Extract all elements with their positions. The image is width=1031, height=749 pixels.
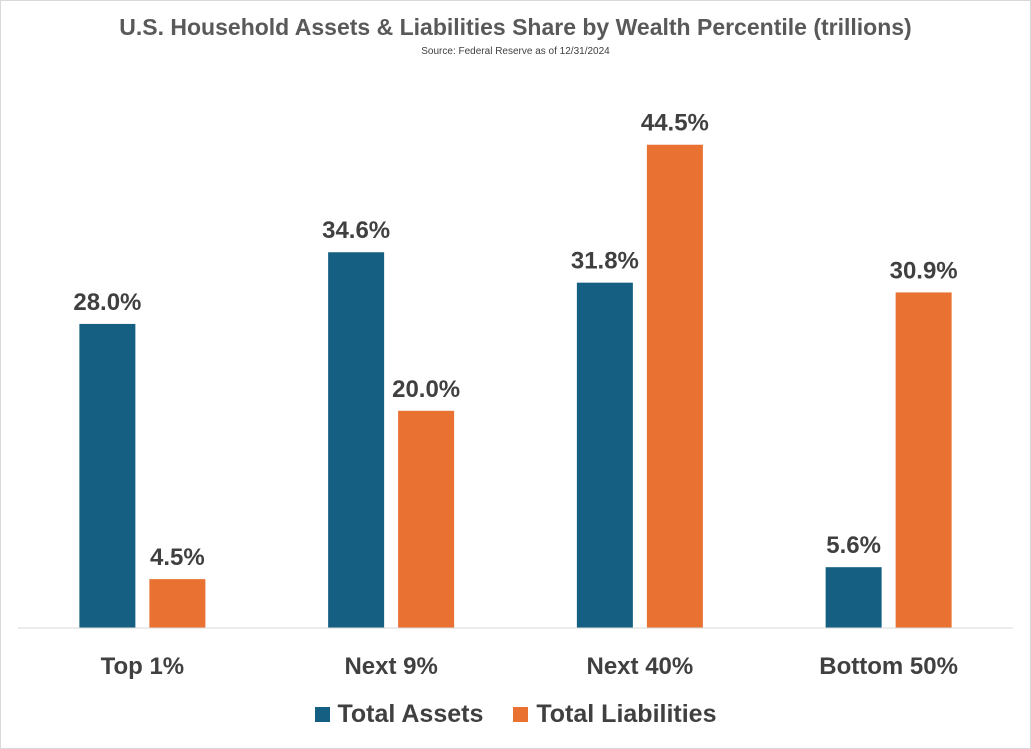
data-label-liabilities-bottom-50: 30.9% bbox=[890, 257, 958, 284]
data-label-liabilities-next-9: 20.0% bbox=[392, 376, 460, 403]
data-label-assets-top-1: 28.0% bbox=[73, 289, 141, 316]
data-label-liabilities-top-1: 4.5% bbox=[150, 544, 205, 571]
chart-title: U.S. Household Assets & Liabilities Shar… bbox=[119, 14, 912, 40]
bar-liabilities-bottom-50 bbox=[895, 292, 952, 628]
legend-swatch-liabilities bbox=[513, 707, 529, 722]
bar-liabilities-next-40 bbox=[646, 144, 703, 629]
data-label-assets-next-9: 34.6% bbox=[322, 217, 390, 244]
bar-liabilities-top-1 bbox=[149, 579, 206, 628]
legend-label-assets: Total Assets bbox=[337, 700, 484, 728]
chart-legend: Total Assets Total Liabilities bbox=[0, 700, 1031, 729]
x-tick-label-next-9: Next 9% bbox=[344, 653, 437, 680]
legend-item-liabilities: Total Liabilities bbox=[513, 700, 717, 729]
bar-assets-next-40 bbox=[576, 282, 633, 628]
bar-liabilities-next-9 bbox=[398, 410, 455, 628]
chart-subtitle: Source: Federal Reserve as of 12/31/2024 bbox=[421, 46, 610, 57]
bar-assets-bottom-50 bbox=[825, 567, 882, 628]
legend-item-assets: Total Assets bbox=[314, 700, 484, 729]
x-tick-label-top-1: Top 1% bbox=[101, 653, 185, 680]
legend-label-liabilities: Total Liabilities bbox=[536, 700, 717, 728]
bar-assets-top-1 bbox=[79, 323, 136, 628]
legend-swatch-assets bbox=[314, 707, 330, 722]
data-label-assets-next-40: 31.8% bbox=[571, 248, 639, 275]
data-label-liabilities-next-40: 44.5% bbox=[641, 110, 709, 137]
x-tick-label-bottom-50: Bottom 50% bbox=[819, 653, 958, 680]
x-tick-label-next-40: Next 40% bbox=[587, 653, 694, 680]
bar-assets-next-9 bbox=[328, 252, 385, 628]
data-label-assets-bottom-50: 5.6% bbox=[826, 532, 881, 559]
